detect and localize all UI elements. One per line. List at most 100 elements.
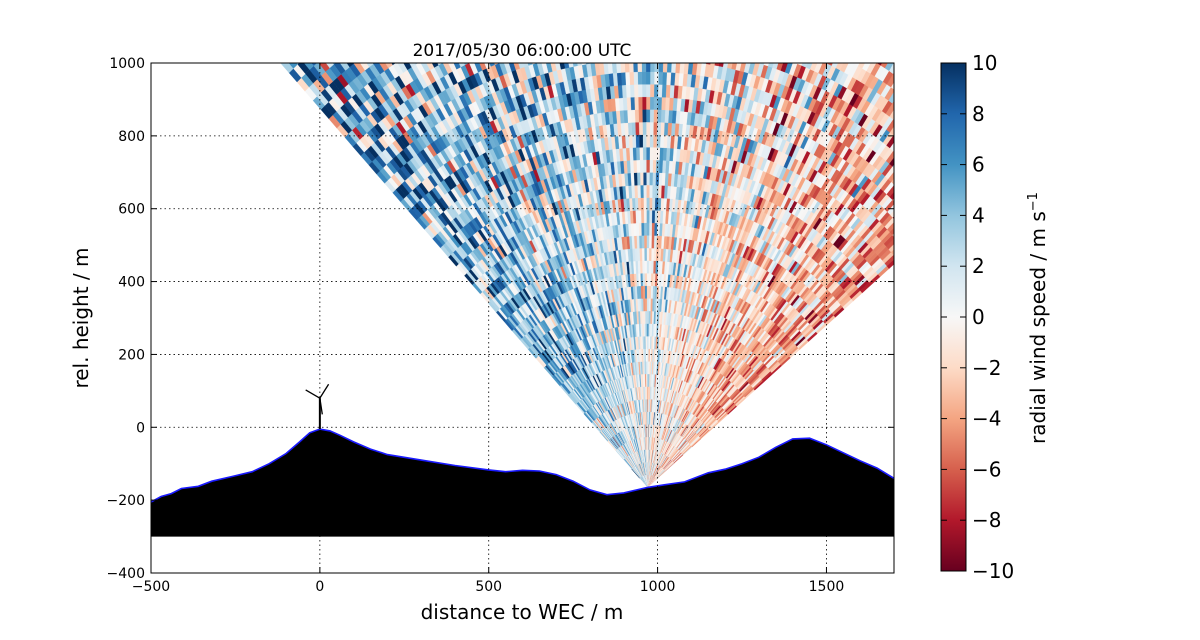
scan-cell <box>868 46 878 60</box>
scan-cell <box>922 225 934 237</box>
scan-cell <box>797 38 806 52</box>
scan-cell <box>1028 69 1041 82</box>
scan-cell <box>900 235 911 246</box>
scan-cell <box>1019 78 1031 91</box>
scan-cell <box>973 32 985 46</box>
scan-cell <box>837 15 847 29</box>
scan-cell <box>808 0 817 3</box>
scan-cell <box>836 43 846 57</box>
scan-cell <box>633 59 638 72</box>
scan-cell <box>909 14 920 28</box>
scan-cell <box>649 235 652 248</box>
scan-cell <box>901 218 912 230</box>
scan-cell <box>618 22 623 35</box>
scan-cell <box>800 13 809 27</box>
scan-cell <box>861 0 871 14</box>
scan-cell <box>918 82 929 95</box>
scan-cell <box>942 0 953 6</box>
scan-cell <box>693 11 699 24</box>
scan-cell <box>908 28 919 42</box>
scan-cell <box>652 173 655 186</box>
scan-cell <box>666 85 671 98</box>
scan-cell <box>920 68 931 82</box>
scan-cell <box>640 160 644 173</box>
scan-cell <box>736 32 743 45</box>
scan-cell <box>637 47 642 60</box>
scan-cell <box>1015 74 1027 87</box>
scan-cell <box>832 27 841 41</box>
scan-cell <box>819 48 828 62</box>
scan-cell <box>915 215 926 227</box>
scan-cell <box>666 72 671 85</box>
scan-cell <box>778 18 786 32</box>
scan-cell <box>612 10 618 23</box>
scan-cell <box>1011 69 1023 82</box>
scan-cell <box>771 42 779 56</box>
scan-cell <box>929 13 940 27</box>
scan-cell <box>652 223 655 236</box>
scan-cell <box>813 0 822 5</box>
scan-cell <box>584 13 590 26</box>
scan-cell <box>617 10 622 23</box>
scan-cell <box>995 105 1007 118</box>
scan-cell <box>634 72 638 85</box>
scan-cell <box>851 9 861 23</box>
scan-cell <box>975 18 987 32</box>
scan-cell <box>918 200 929 212</box>
scan-cell <box>895 193 906 205</box>
scan-cell <box>914 78 925 91</box>
scan-cell <box>706 13 712 26</box>
scan-cell <box>937 0 948 3</box>
scan-cell <box>906 224 917 236</box>
scan-cell <box>828 38 837 52</box>
scan-cell <box>797 25 806 39</box>
scan-cell <box>993 159 1005 171</box>
scan-cell <box>895 5 906 19</box>
scan-cell <box>660 0 665 9</box>
scan-cell <box>580 0 587 1</box>
scan-cell <box>875 22 885 36</box>
scan-cell <box>776 44 784 58</box>
scan-cell <box>555 18 562 31</box>
scan-cell <box>845 48 855 62</box>
scan-cell <box>929 124 940 137</box>
scan-cell <box>751 49 758 62</box>
scan-cell <box>846 34 856 48</box>
scan-cell <box>897 66 908 80</box>
scan-cell <box>551 19 558 32</box>
scan-cell <box>985 130 997 143</box>
scan-cell <box>973 0 985 14</box>
scan-cell <box>710 0 717 1</box>
scan-cell <box>1048 92 1061 105</box>
scan-cell <box>906 72 917 85</box>
scan-cell <box>860 27 870 41</box>
scan-cell <box>646 198 649 211</box>
scan-cell <box>663 59 668 72</box>
scan-cell <box>716 40 723 53</box>
scan-cell <box>823 50 832 64</box>
scan-cell <box>879 24 889 38</box>
scan-cell <box>1015 56 1027 70</box>
scan-cell <box>660 9 665 22</box>
scan-cell <box>702 13 708 26</box>
scan-cell <box>644 235 647 248</box>
scan-cell <box>884 27 894 41</box>
scan-cell <box>649 185 652 198</box>
scan-cell <box>639 122 643 135</box>
scan-cell <box>999 147 1011 159</box>
scan-cell <box>893 141 904 154</box>
scan-cell <box>921 0 932 7</box>
scan-cell <box>634 97 638 110</box>
scan-cell <box>893 247 904 258</box>
scan-cell <box>914 144 925 157</box>
scan-cell <box>636 0 641 9</box>
scan-cell <box>643 122 647 135</box>
scan-cell <box>642 109 646 122</box>
scan-cell <box>650 160 653 173</box>
scan-cell <box>918 21 929 35</box>
scan-cell <box>579 14 585 27</box>
scan-cell <box>760 12 768 26</box>
scan-cell <box>724 0 731 4</box>
scan-cell <box>1048 74 1061 87</box>
scan-cell <box>644 248 647 261</box>
